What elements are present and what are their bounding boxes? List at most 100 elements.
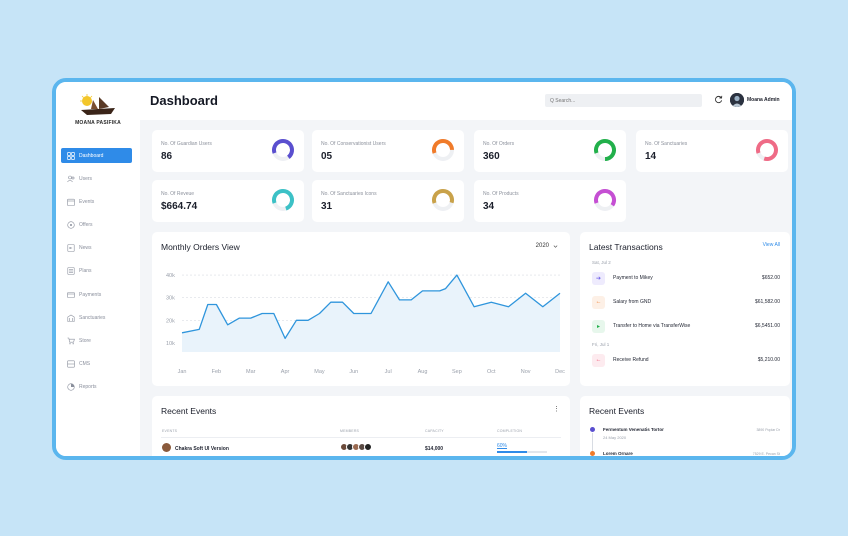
orders-line-chart: 40k 30k 20k 10k Jan Feb Mar Apr May Jun Jul Aug Sep O…	[166, 273, 565, 375]
top-bar: Dashboard Moana Admin	[140, 82, 792, 120]
orders-chart-title: Monthly Orders View	[161, 242, 240, 252]
event-name[interactable]: Chakra Soft UI Version	[175, 446, 229, 452]
transaction-name: Payment to Mikey	[613, 275, 653, 281]
recent-events-table-title: Recent Events	[161, 406, 217, 416]
report-icon	[67, 383, 75, 391]
transaction-row[interactable]: ▸ Transfer to Home via TransferWise $6,545…	[592, 318, 780, 334]
username[interactable]: Moana Admin	[747, 97, 780, 103]
card-icon	[67, 291, 75, 299]
sidebar-item-label: Events	[79, 198, 95, 205]
sidebar: MOANA PASIFIKA Dashboard Users Events Offer…	[56, 82, 140, 456]
series-line	[181, 274, 561, 340]
sidebar-item-payments[interactable]: Payments	[61, 287, 132, 302]
sidebar-item-dashboard[interactable]: Dashboard	[61, 148, 132, 163]
sidebar-item-label: Reports	[79, 384, 97, 391]
recent-events-table-card: Recent Events ⋮ EVENTS MEMBERS CAPACITY …	[152, 396, 570, 456]
transaction-name: Salary from GND	[613, 299, 652, 305]
sidebar-item-events[interactable]: Events	[61, 194, 132, 209]
building-icon	[67, 314, 75, 322]
sidebar-item-offers[interactable]: Offers	[61, 218, 132, 233]
stat-card[interactable]: No. Of Products 34	[474, 180, 626, 222]
y-tick-label: 40k	[166, 273, 175, 279]
stat-label: No. Of Reveue	[161, 191, 195, 197]
stat-value: $664.74	[161, 201, 198, 212]
user-avatar[interactable]	[730, 93, 744, 107]
page-title: Dashboard	[150, 93, 218, 108]
stat-label: No. Of Conservationist Users	[321, 141, 386, 147]
donut-chart-icon	[594, 189, 616, 211]
more-options-icon[interactable]: ⋮	[553, 406, 560, 413]
news-icon	[67, 244, 75, 253]
stat-card[interactable]: No. Of Sanctuaries Icons 31	[312, 180, 464, 222]
col-capacity: CAPACITY	[425, 429, 444, 433]
main-content: Dashboard Moana Admin No. Of G	[140, 82, 792, 456]
refresh-icon[interactable]	[714, 95, 723, 104]
stat-card[interactable]: No. Of Conservationist Users 05	[312, 130, 464, 172]
sidebar-item-cms[interactable]: CMS	[61, 357, 132, 372]
stat-card[interactable]: No. Of Orders 360	[474, 130, 626, 172]
x-tick-label: Mar	[246, 369, 256, 375]
timeline-title[interactable]: Fermentum Venenatis Tortor	[603, 427, 664, 432]
transaction-amount: $652.00	[761, 275, 780, 281]
x-tick-label: Dec	[555, 369, 565, 375]
users-icon	[67, 175, 75, 183]
arrow-left-icon: ←	[592, 353, 605, 367]
stat-value: 14	[645, 151, 657, 162]
sidebar-item-reports[interactable]: Reports	[61, 380, 132, 395]
sidebar-item-sanctuaries[interactable]: Sanctuaries	[61, 310, 132, 325]
year-select-value: 2020	[535, 243, 549, 249]
donut-chart-icon	[431, 189, 454, 211]
timeline-date: 24 May 2020	[603, 435, 627, 440]
transaction-amount: $61,582.00	[754, 299, 780, 305]
col-completion: COMPLETION	[497, 429, 523, 433]
completion-progress-fill	[497, 451, 527, 453]
brand-name: MOANA PASIFIKA	[75, 120, 121, 126]
search-box[interactable]	[545, 94, 702, 107]
stat-value: 86	[161, 151, 173, 162]
calendar-icon	[67, 198, 75, 206]
year-select[interactable]: 2020	[536, 243, 558, 249]
stat-value: 05	[321, 151, 333, 162]
col-members: MEMBERS	[340, 429, 360, 433]
donut-chart-icon	[431, 139, 454, 161]
sidebar-item-label: Dashboard	[79, 152, 104, 159]
stat-card[interactable]: No. Of Reveue $664.74	[152, 180, 304, 222]
transaction-row[interactable]: ➔ Payment to Mikey $652.00	[592, 270, 780, 286]
sidebar-item-store[interactable]: Store	[61, 334, 132, 349]
tag-icon	[67, 221, 75, 229]
view-all-link[interactable]: View All	[762, 242, 780, 248]
chevron-down-icon	[553, 244, 558, 248]
app: MOANA PASIFIKA Dashboard Users Events Offer…	[56, 82, 792, 456]
sidebar-item-users[interactable]: Users	[61, 171, 132, 186]
arrow-left-icon: ←	[592, 295, 605, 309]
recent-events-timeline-card: Recent Events Fermentum Venenatis Tortor…	[580, 396, 790, 456]
transactions-card: Latest Transactions View All Sat, Jul 2 ➔…	[580, 232, 790, 386]
canoe-logo-icon	[80, 94, 115, 115]
event-avatar	[162, 443, 171, 452]
timeline-dot	[590, 427, 595, 432]
x-tick-label: Jul	[385, 369, 392, 375]
stat-label: No. Of Sanctuaries	[645, 141, 688, 147]
y-tick-label: 20k	[166, 318, 175, 324]
orders-chart-card: Monthly Orders View 2020 40k 30k 20k 10k Jan…	[152, 232, 570, 386]
completion-progress	[497, 451, 547, 453]
x-tick-label: Aug	[418, 369, 428, 375]
sidebar-item-news[interactable]: News	[61, 241, 132, 256]
x-tick-label: Sep	[452, 369, 462, 375]
table-divider	[161, 437, 561, 438]
grid-icon	[67, 151, 75, 160]
donut-chart-icon	[594, 139, 616, 161]
search-input[interactable]	[550, 97, 680, 104]
x-tick-label: May	[314, 369, 325, 375]
stat-card[interactable]: No. Of Guardian Users 86	[152, 130, 304, 172]
transaction-row[interactable]: ← Salary from GND $61,582.00	[592, 294, 780, 310]
sidebar-item-plans[interactable]: Plans	[61, 264, 132, 279]
brand-logo[interactable]: MOANA PASIFIKA	[56, 94, 140, 126]
timeline-title[interactable]: Lorem Ornare	[603, 451, 633, 456]
play-icon: ▸	[592, 319, 605, 333]
timeline-dot	[590, 451, 595, 456]
stat-card[interactable]: No. Of Sanctuaries 14	[636, 130, 788, 172]
transaction-row[interactable]: ← Receive Refund $5,210.00	[592, 352, 780, 368]
sidebar-item-label: Store	[79, 338, 91, 344]
timeline-location: 7529 E. Pecan St	[752, 452, 780, 456]
